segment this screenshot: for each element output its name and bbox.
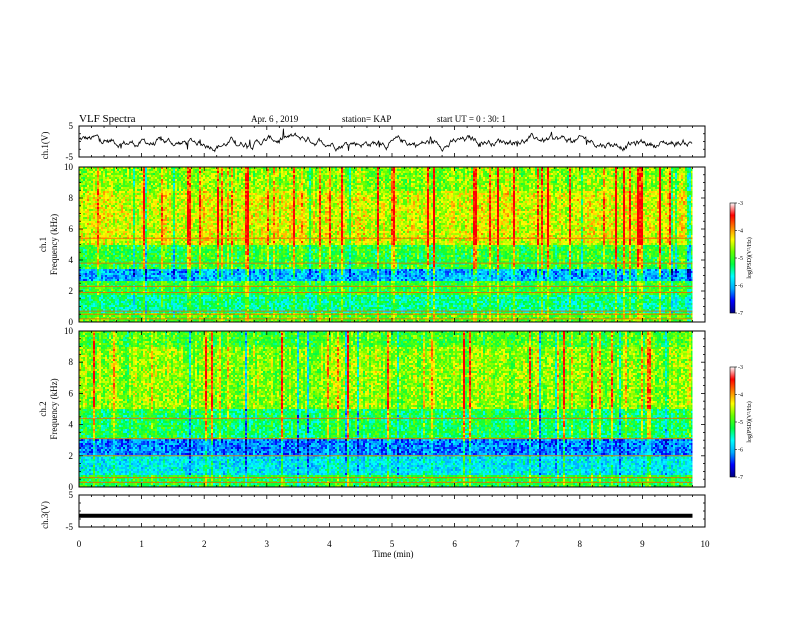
x-tick-label: 4: [327, 539, 332, 549]
x-tick-label: 5: [390, 539, 395, 549]
x-tick-label: 2: [202, 539, 207, 549]
y-tick-label: 10: [64, 326, 74, 336]
x-tick-label: 1: [139, 539, 144, 549]
figure-title: VLF Spectra: [79, 113, 136, 125]
spectrogram-image: [79, 331, 693, 487]
y-tick-label: 10: [64, 162, 74, 172]
y-tick-label: 5: [69, 121, 74, 131]
colorbar-scale: [730, 367, 735, 477]
x-tick-label: 9: [640, 539, 645, 549]
ch3-waveform-panel: 5 -5 ch.3(V): [40, 490, 705, 532]
y-tick-label: 8: [69, 357, 74, 367]
ch1-trace: [79, 129, 692, 152]
time-axis: 0 1 2 3 4 5 6 7 8 9 10: [77, 539, 710, 549]
colorbar-scale: [730, 203, 735, 313]
x-tick-label: 7: [515, 539, 520, 549]
ch1-waveform-panel: 5 -5 ch.1(V): [40, 121, 705, 162]
y-tick-label: -5: [66, 152, 74, 162]
y-tick-label: 6: [69, 224, 74, 234]
y-tick-label: 2: [69, 286, 74, 296]
spectrogram-image: [79, 167, 693, 323]
y-tick-label: 6: [69, 388, 74, 398]
ch1-frame: [79, 126, 705, 157]
colorbar-label: log(PSD)(V²/Hz): [746, 237, 753, 278]
y-tick-label: 4: [69, 420, 74, 430]
colorbar-tick-label: -3: [738, 201, 743, 207]
colorbar-tick-label: -5: [738, 420, 743, 426]
ch2-colorbar: -3 -4 -5 -6 -7 log(PSD)(V²/Hz): [730, 365, 753, 481]
ch1-ylabel: ch.1(V): [40, 132, 50, 160]
y-tick-label: -5: [66, 522, 74, 532]
colorbar-tick-label: -5: [738, 256, 743, 262]
y-tick-label: 4: [69, 255, 74, 265]
colorbar-tick-label: -6: [738, 448, 743, 454]
ch1-colorbar: -3 -4 -5 -6 -7 log(PSD)(V²/Hz): [730, 201, 753, 317]
colorbar-tick-label: -7: [738, 311, 743, 317]
spec2-ylabel: ch.2Frequency (kHz): [38, 378, 59, 439]
colorbar-tick-label: -6: [738, 284, 743, 290]
x-axis-label: Time (min): [373, 549, 414, 559]
spec1-ylabel: ch.1Frequency (kHz): [38, 214, 59, 275]
x-tick-label: 8: [578, 539, 583, 549]
x-tick-label: 10: [701, 539, 711, 549]
colorbar-tick-label: -7: [738, 475, 743, 481]
y-tick-label: 2: [69, 451, 74, 461]
y-tick-label: 5: [69, 490, 74, 500]
ch3-frame: [79, 495, 705, 527]
y-tick-label: 8: [69, 193, 74, 203]
colorbar-label: log(PSD)(V²/Hz): [746, 401, 753, 442]
colorbar-tick-label: -3: [738, 365, 743, 371]
station-label: station= KAP: [342, 114, 391, 124]
colorbar-tick-label: -4: [738, 393, 743, 399]
date-label: Apr. 6 , 2019: [251, 114, 299, 124]
colorbar-tick-label: -4: [738, 229, 743, 235]
x-tick-label: 3: [265, 539, 270, 549]
start-time-label: start UT = 0 : 30: 1: [437, 114, 506, 124]
ch3-ylabel: ch.3(V): [40, 501, 50, 529]
x-tick-label: 0: [77, 539, 82, 549]
x-tick-label: 6: [452, 539, 457, 549]
